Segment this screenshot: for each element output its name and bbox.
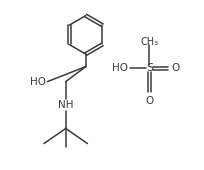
Text: S: S [145,63,152,73]
Text: CH₃: CH₃ [140,37,158,47]
Text: O: O [144,96,153,106]
Text: HO: HO [30,77,46,87]
Text: O: O [170,63,178,73]
Text: HO: HO [111,63,127,73]
Text: NH: NH [58,100,73,110]
